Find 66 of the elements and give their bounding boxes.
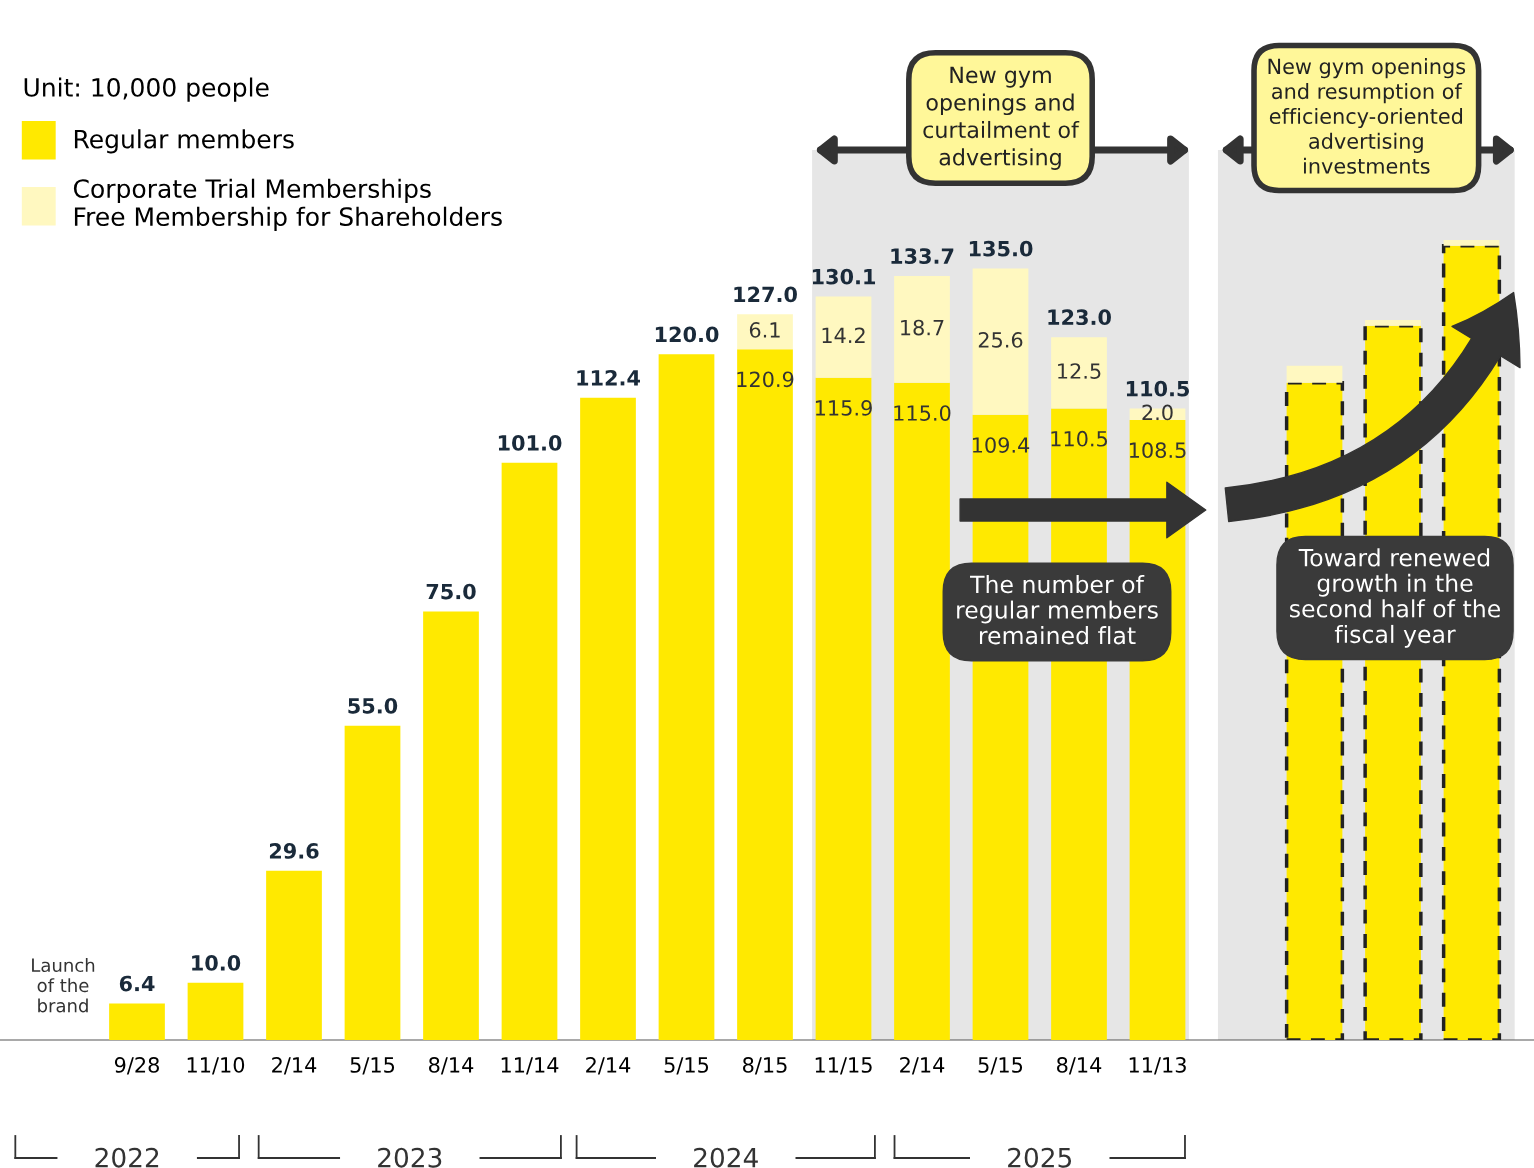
total-label: 75.0 [426,583,476,600]
x-tick-label: 11/14 [501,1057,559,1075]
bar [1443,240,1500,246]
x-tick-label: 5/15 [664,1057,709,1075]
total-label: 29.6 [269,843,319,859]
text: 2024 [694,1147,758,1168]
bar [580,397,636,1040]
bar [815,296,872,378]
text: 2023 [378,1147,442,1168]
text: 2025 [1008,1147,1072,1168]
bar [1286,365,1343,383]
x-tick-label: 8/15 [743,1057,787,1075]
bar [1365,320,1421,326]
chart-subtitle: Unit: 10,000 people [24,77,269,102]
data-label: 110.5 [1051,430,1107,447]
annotation: Toward renewed growth in the second half of the fiscal year [1290,548,1501,648]
bar [109,1003,165,1040]
x-tick-label: 5/15 [978,1057,1023,1075]
bar [266,870,322,1040]
bar [894,276,950,383]
legend-label: Regular members [74,129,294,154]
total-label: 112.4 [577,369,640,386]
bar [501,462,558,1040]
x-tick-label: 2/14 [900,1057,945,1075]
data-label: 25.6 [978,332,1023,348]
x-tick-label: 11/10 [187,1057,245,1075]
data-label: 18.7 [901,319,944,336]
total-label: 123.0 [1048,309,1111,326]
total-label: 10.0 [192,955,241,971]
total-label: 120.0 [655,326,719,343]
bar [815,377,872,1040]
annotation: The number of regular members remained flat [957,575,1158,645]
total-label: 101.0 [498,435,562,451]
total-label: 135.0 [969,240,1033,257]
total-label: 130.1 [812,268,876,285]
bar [187,982,244,1040]
x-tick-label: 5/15 [350,1057,395,1075]
total-label: 110.5 [1126,380,1189,397]
bar [423,611,479,1040]
data-label: 12.5 [1058,363,1101,379]
total-label: 6.4 [119,975,155,992]
legend-label: Corporate Trial Memberships Free Membership for Shareholders [73,178,502,231]
x-tick-label: 2/14 [586,1057,631,1075]
x-tick-label: 11/15 [815,1057,872,1075]
total-label: 127.0 [734,286,797,303]
x-tick-label: 8/14 [429,1057,474,1075]
text: 2022 [95,1147,159,1168]
bar [658,354,715,1040]
x-tick-label: 9/28 [114,1057,159,1075]
data-label: 6.1 [749,322,780,338]
bar [894,382,950,1040]
x-tick-label: 8/14 [1057,1057,1102,1075]
text: Launch of the brand [32,958,95,1013]
total-label: 133.7 [891,248,954,264]
x-tick-label: 2/14 [272,1057,317,1075]
bar [737,349,793,1040]
data-label: 2.0 [1142,404,1173,421]
bar [737,314,793,350]
band-label: New gym openings and curtailment of advertising [923,66,1080,170]
bar [972,268,1029,415]
bar [1051,337,1107,409]
bar [344,725,401,1040]
total-label: 55.0 [348,697,398,714]
data-label: 14.2 [822,327,865,343]
x-tick-label: 11/13 [1129,1057,1186,1075]
text: New gym openings and resumption of efficiency-oriented advertising investments [1268,58,1466,174]
